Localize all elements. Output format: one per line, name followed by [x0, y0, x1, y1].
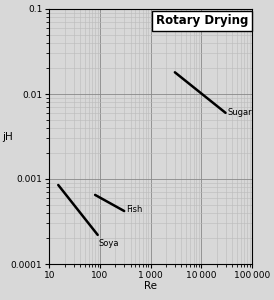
Text: Fish: Fish	[126, 205, 142, 214]
Text: Soya: Soya	[99, 239, 119, 248]
X-axis label: Re: Re	[144, 281, 157, 291]
Text: Rotary Drying: Rotary Drying	[156, 14, 248, 27]
Text: Sugar: Sugar	[227, 108, 252, 117]
Y-axis label: jH: jH	[2, 131, 13, 142]
